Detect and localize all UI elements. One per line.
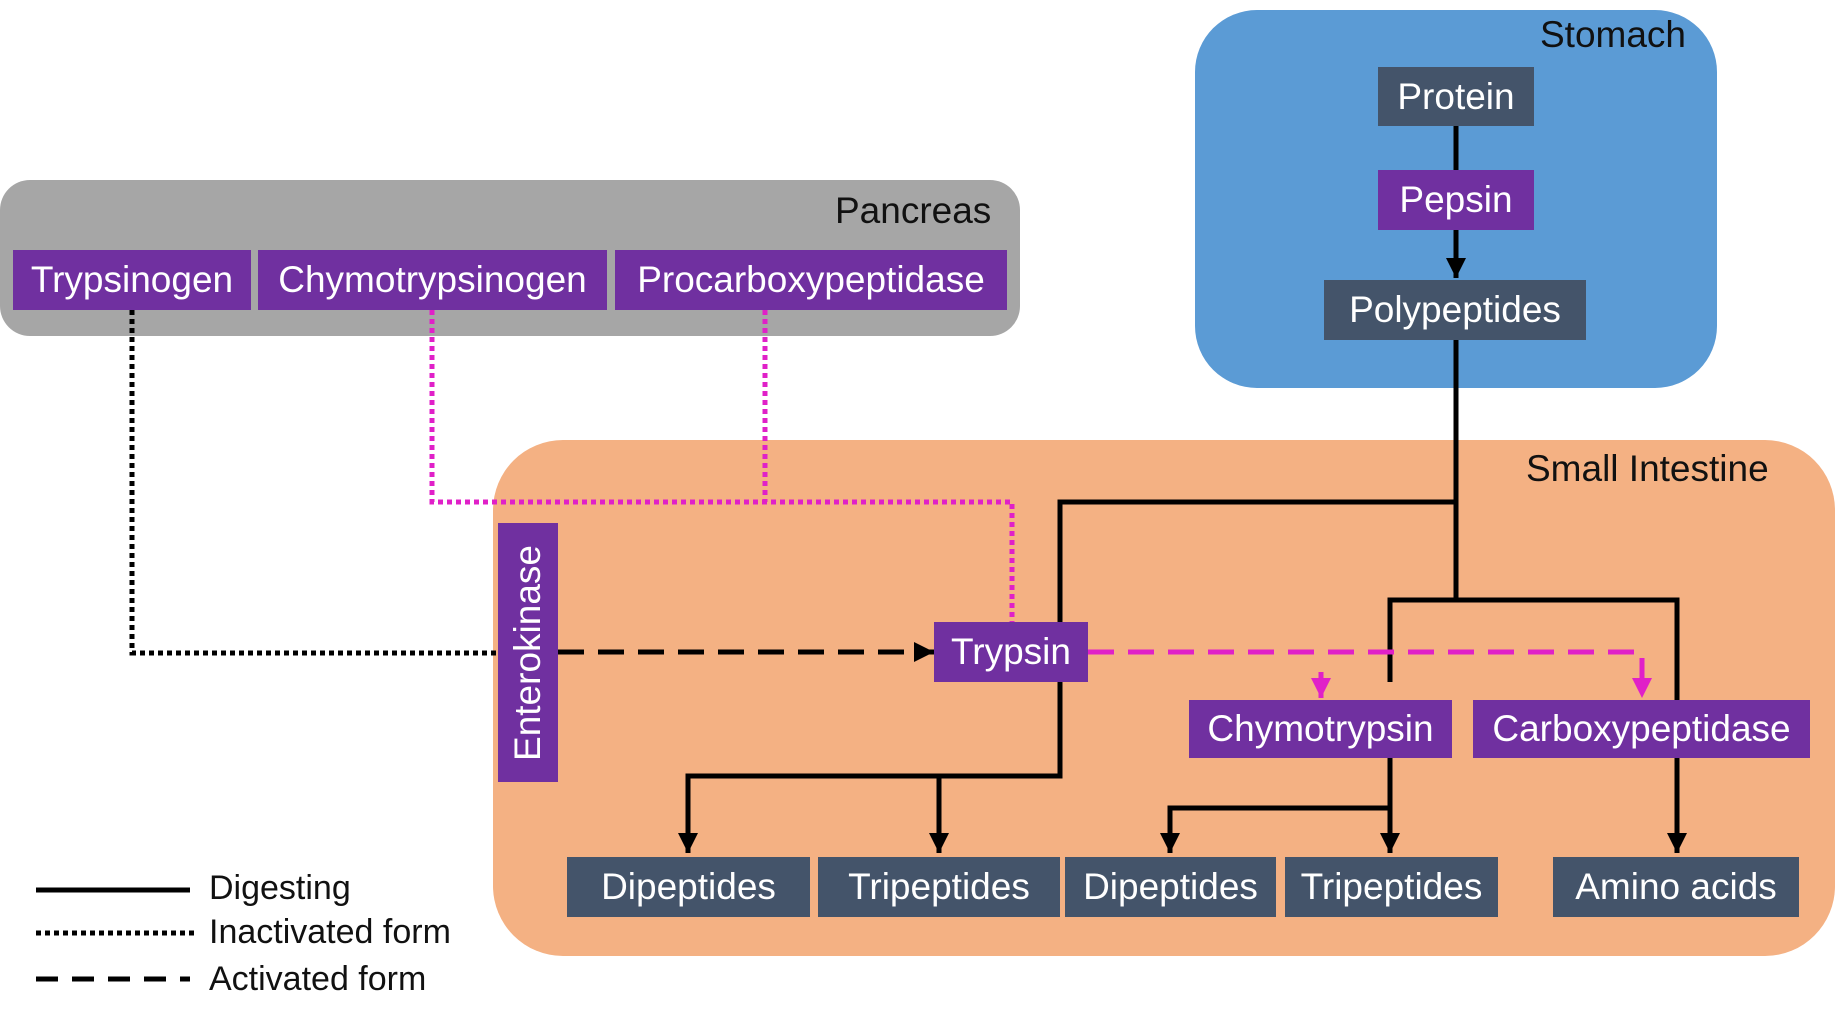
trypsin-digest-line bbox=[678, 682, 1063, 853]
pepsin-box: Pepsin bbox=[1378, 170, 1534, 230]
tripeptides-box-1: Tripeptides bbox=[818, 857, 1060, 917]
protein-box: Protein bbox=[1378, 67, 1534, 126]
carboxypeptidase-box: Carboxypeptidase bbox=[1473, 700, 1810, 758]
trypsin-branch-line bbox=[1057, 499, 1456, 622]
enterokinase-label: Enterokinase bbox=[507, 544, 548, 761]
amino-acids-box: Amino acids bbox=[1553, 857, 1799, 917]
pancreas-label: Pancreas bbox=[835, 190, 992, 231]
legend-inactivated-label: Inactivated form bbox=[209, 913, 451, 951]
dipeptides-box-1: Dipeptides bbox=[567, 857, 810, 917]
legend-activated-label: Activated form bbox=[209, 960, 427, 998]
chymotrypsin-dipeptides-arrow bbox=[1160, 805, 1390, 853]
chymotrypsinogen-inactivated-line bbox=[429, 310, 1015, 622]
trypsin-carboxypeptidase-activation bbox=[1088, 649, 1652, 698]
trypsinogen-box: Trypsinogen bbox=[13, 250, 251, 310]
trypsin-box: Trypsin bbox=[934, 622, 1088, 682]
chymotrypsinogen-box: Chymotrypsinogen bbox=[258, 250, 607, 310]
procarboxypeptidase-box: Procarboxypeptidase bbox=[615, 250, 1007, 310]
chymo-carboxy-branch-line bbox=[1387, 597, 1680, 700]
small-intestine-label: Small Intestine bbox=[1526, 448, 1769, 489]
stomach-label: Stomach bbox=[1540, 14, 1687, 55]
dipeptides-box-2: Dipeptides bbox=[1065, 857, 1276, 917]
chymotrypsin-box: Chymotrypsin bbox=[1189, 700, 1452, 758]
polypeptides-box: Polypeptides bbox=[1324, 280, 1586, 340]
enterokinase-box: Enterokinase bbox=[498, 523, 558, 782]
legend-digesting-label: Digesting bbox=[209, 869, 351, 907]
trypsinogen-inactivated-line bbox=[129, 310, 498, 656]
tripeptides-box-2: Tripeptides bbox=[1285, 857, 1498, 917]
